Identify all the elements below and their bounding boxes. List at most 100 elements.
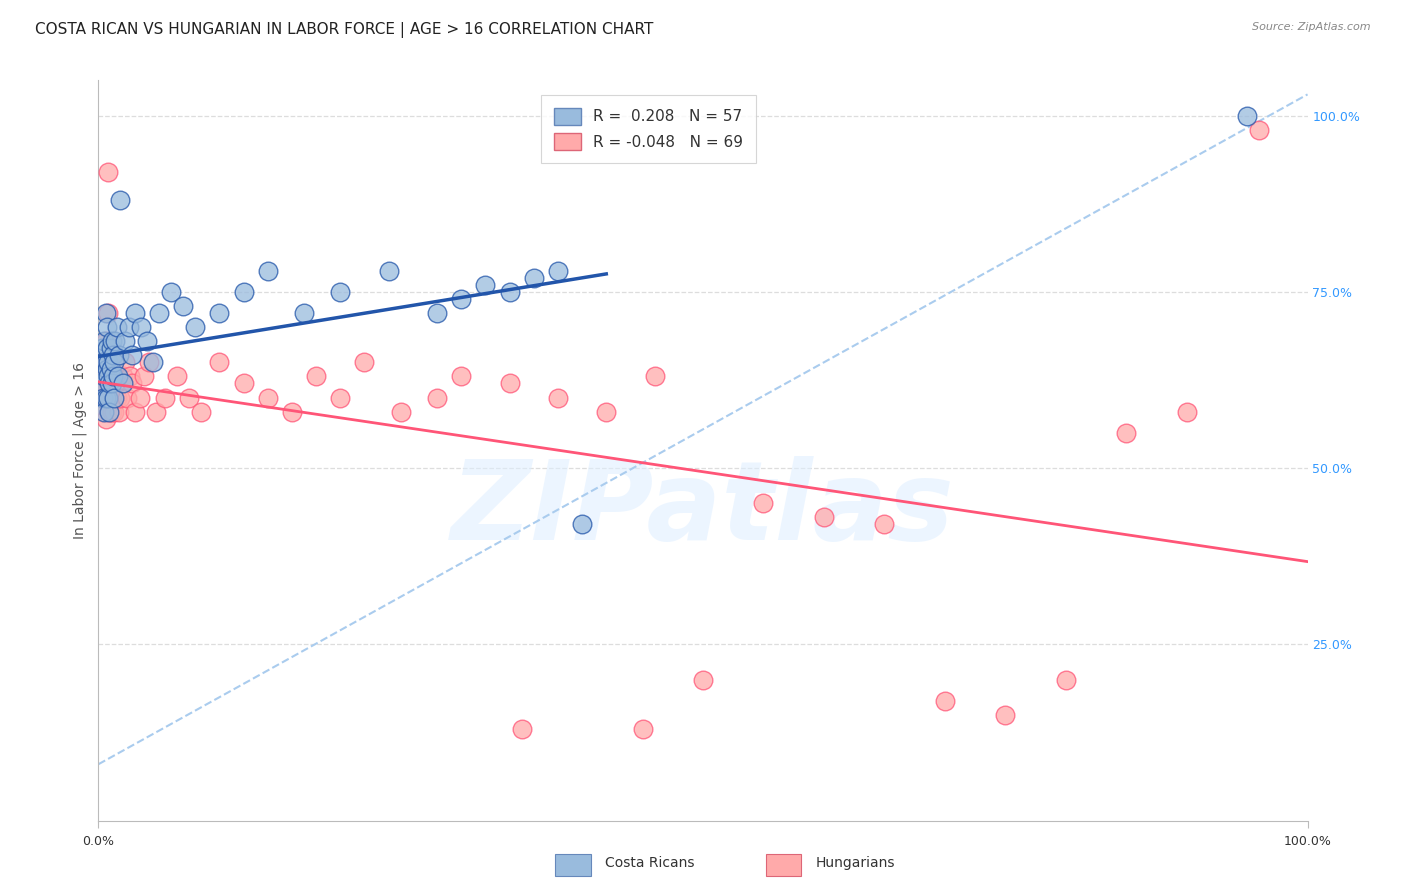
- Point: [94, 391, 117, 405]
- Text: Source: ZipAtlas.com: Source: ZipAtlas.com: [1253, 22, 1371, 32]
- Point: [208, 306, 231, 320]
- Text: Costa Ricans: Costa Ricans: [605, 856, 695, 871]
- Point: [100, 334, 122, 348]
- Point: [107, 369, 129, 384]
- Point: [121, 348, 143, 362]
- Point: [93, 391, 115, 405]
- Point: [389, 405, 412, 419]
- Point: [114, 334, 136, 348]
- Point: [90, 376, 112, 391]
- Point: [498, 285, 520, 299]
- Point: [329, 391, 352, 405]
- Point: [91, 355, 114, 369]
- Point: [100, 376, 122, 391]
- Point: [190, 405, 212, 419]
- Point: [104, 334, 127, 348]
- Point: [547, 263, 569, 277]
- Point: [644, 369, 666, 384]
- Text: COSTA RICAN VS HUNGARIAN IN LABOR FORCE | AGE > 16 CORRELATION CHART: COSTA RICAN VS HUNGARIAN IN LABOR FORCE …: [35, 22, 654, 38]
- Point: [292, 306, 315, 320]
- Point: [105, 391, 128, 405]
- Point: [232, 376, 254, 391]
- Legend: R =  0.208   N = 57, R = -0.048   N = 69: R = 0.208 N = 57, R = -0.048 N = 69: [541, 95, 755, 162]
- Point: [103, 405, 125, 419]
- Point: [103, 391, 125, 405]
- Point: [101, 369, 124, 384]
- Point: [118, 369, 141, 384]
- Point: [93, 369, 115, 384]
- Y-axis label: In Labor Force | Age > 16: In Labor Force | Age > 16: [73, 362, 87, 539]
- Point: [98, 405, 121, 419]
- Point: [353, 355, 375, 369]
- Point: [100, 376, 122, 391]
- Point: [108, 405, 131, 419]
- Point: [94, 334, 117, 348]
- Point: [94, 355, 117, 369]
- Point: [94, 411, 117, 425]
- Point: [450, 369, 472, 384]
- Point: [134, 369, 156, 384]
- Point: [135, 334, 157, 348]
- Point: [305, 369, 328, 384]
- Point: [232, 285, 254, 299]
- Point: [91, 391, 114, 405]
- Point: [256, 391, 278, 405]
- Point: [813, 510, 835, 524]
- Point: [148, 306, 170, 320]
- Point: [101, 348, 124, 362]
- Point: [111, 369, 134, 384]
- Point: [97, 376, 120, 391]
- Point: [138, 355, 160, 369]
- Point: [474, 277, 496, 292]
- Point: [547, 391, 569, 405]
- Point: [124, 405, 146, 419]
- Point: [498, 376, 520, 391]
- Point: [98, 405, 121, 419]
- Point: [100, 355, 122, 369]
- Point: [994, 707, 1017, 722]
- Point: [329, 285, 352, 299]
- Point: [101, 369, 124, 384]
- Point: [100, 391, 122, 405]
- Point: [450, 292, 472, 306]
- Point: [108, 391, 131, 405]
- Point: [98, 369, 121, 384]
- Point: [96, 341, 118, 355]
- Point: [97, 355, 120, 369]
- Point: [100, 341, 122, 355]
- Point: [571, 517, 593, 532]
- Point: [124, 306, 146, 320]
- Point: [145, 405, 167, 419]
- Point: [97, 165, 120, 179]
- Point: [107, 369, 129, 384]
- Point: [1054, 673, 1077, 687]
- Text: ZIPatlas: ZIPatlas: [451, 456, 955, 563]
- Point: [208, 355, 231, 369]
- Point: [97, 391, 120, 405]
- Point: [692, 673, 714, 687]
- Point: [752, 496, 775, 510]
- Point: [103, 355, 125, 369]
- Point: [256, 263, 278, 277]
- Point: [118, 320, 141, 334]
- Point: [523, 270, 546, 285]
- Point: [153, 391, 176, 405]
- Point: [1115, 425, 1137, 440]
- Point: [100, 405, 122, 419]
- Point: [426, 391, 449, 405]
- Point: [117, 391, 139, 405]
- Point: [91, 355, 114, 369]
- Point: [179, 391, 201, 405]
- Point: [108, 193, 131, 207]
- Point: [121, 376, 143, 391]
- Text: Hungarians: Hungarians: [815, 856, 896, 871]
- Point: [91, 341, 114, 355]
- Point: [93, 334, 115, 348]
- Point: [91, 391, 114, 405]
- Point: [281, 405, 304, 419]
- Point: [97, 306, 120, 320]
- Point: [377, 263, 399, 277]
- Point: [114, 355, 136, 369]
- Point: [96, 355, 118, 369]
- Point: [426, 306, 449, 320]
